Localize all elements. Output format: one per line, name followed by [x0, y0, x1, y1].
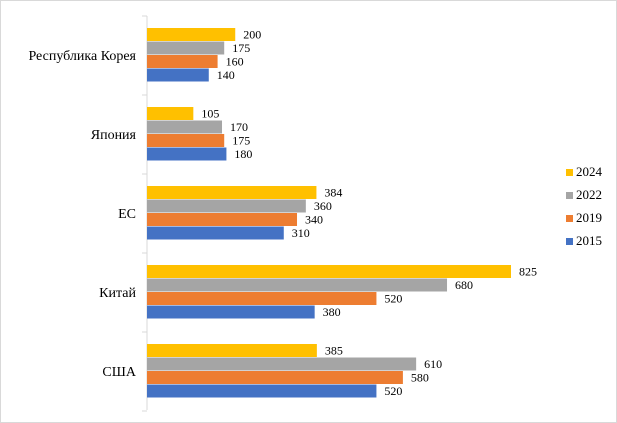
bar-2024: [147, 186, 317, 199]
bar-2015: [147, 384, 377, 398]
data-label: 520: [384, 384, 402, 398]
data-label: 310: [292, 226, 310, 240]
bar-2019: [147, 213, 298, 226]
data-label: 610: [424, 357, 442, 371]
bar-2019: [147, 292, 377, 305]
data-label: 380: [323, 305, 341, 319]
data-label: 200: [243, 28, 261, 42]
category-label: Япония: [91, 128, 137, 143]
data-label: 520: [384, 292, 402, 306]
category-label: Китай: [99, 286, 136, 301]
data-label: 140: [217, 68, 235, 82]
data-label: 825: [519, 265, 537, 279]
bar-2015: [147, 147, 227, 161]
bar-2024: [147, 344, 317, 357]
bar-2015: [147, 226, 284, 240]
data-label: 680: [455, 278, 473, 292]
data-label: 580: [411, 371, 429, 385]
legend-label: 2015: [576, 233, 602, 248]
data-label: 175: [232, 41, 250, 55]
data-label: 340: [305, 213, 323, 227]
legend-swatch-2022: [566, 192, 573, 199]
bar-2022: [147, 278, 448, 292]
bar-2019: [147, 55, 218, 68]
bar-2024: [147, 107, 194, 120]
category-label: США: [102, 365, 136, 380]
bar-2024: [147, 28, 236, 41]
category-label: ЕС: [118, 207, 136, 222]
category-label: Республика Корея: [28, 49, 136, 64]
legend-label: 2022: [576, 187, 602, 202]
legend-label: 2024: [576, 164, 603, 179]
bar-2019: [147, 134, 225, 147]
legend-swatch-2015: [566, 238, 573, 245]
legend-swatch-2019: [566, 215, 573, 222]
bar-2024: [147, 265, 511, 278]
bar-2022: [147, 120, 223, 134]
legend-label: 2019: [576, 210, 602, 225]
bar-2015: [147, 305, 315, 319]
data-label: 360: [314, 199, 332, 213]
bar-2015: [147, 68, 209, 82]
data-label: 160: [226, 55, 244, 69]
data-label: 385: [325, 344, 343, 358]
bar-2022: [147, 199, 306, 213]
data-label: 170: [230, 120, 248, 134]
data-label: 180: [234, 147, 252, 161]
data-label: 384: [324, 186, 342, 200]
data-label: 175: [232, 134, 250, 148]
bar-2022: [147, 41, 225, 55]
bar-2022: [147, 357, 417, 371]
bar-2019: [147, 371, 403, 384]
data-label: 105: [201, 107, 219, 121]
legend-swatch-2024: [566, 169, 573, 176]
